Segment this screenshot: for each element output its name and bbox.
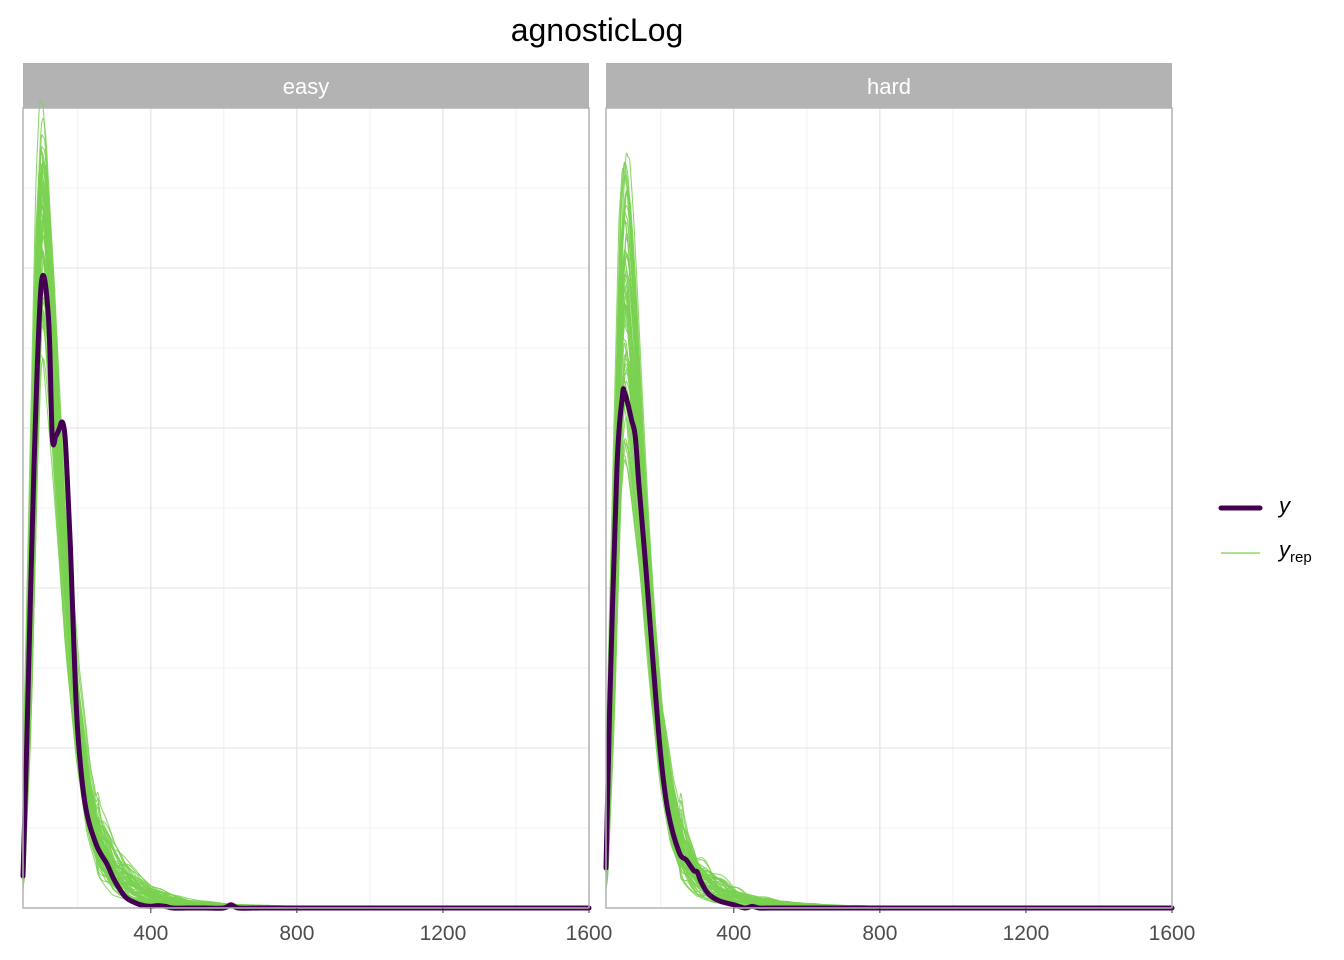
x-tick-label: 1200 [1003, 922, 1050, 945]
facet-strip-label: hard [867, 74, 911, 99]
facet-panels: easy 400 800 1200 1600 hard 400 800 1200 1600 [20, 63, 1196, 945]
legend-label-y: y [1277, 493, 1292, 518]
panel-border [605, 107, 1173, 909]
facet-strip [606, 63, 1172, 108]
facet-strip-label: easy [283, 74, 329, 99]
x-tick-label: 800 [279, 922, 314, 945]
x-tick-label: 1200 [420, 922, 467, 945]
chart-title: agnosticLog [511, 12, 684, 48]
x-tick-label: 1600 [1149, 922, 1196, 945]
legend: y yrep [1218, 493, 1312, 566]
panel-border [22, 107, 590, 909]
legend-label-yrep-main: y [1277, 537, 1292, 562]
legend-label-yrep-subscript: rep [1290, 549, 1312, 566]
x-tick-label: 400 [716, 922, 751, 945]
facet-panel-hard: hard 400 800 1200 1600 [603, 63, 1196, 945]
x-tick-label: 1600 [566, 922, 613, 945]
legend-label-yrep: yrep [1277, 537, 1312, 566]
facet-panel-easy: easy 400 800 1200 1600 [20, 63, 613, 945]
x-tick-label: 400 [133, 922, 168, 945]
y-series-line [20, 273, 592, 911]
x-tick-label: 800 [862, 922, 897, 945]
facet-strip [23, 63, 589, 108]
